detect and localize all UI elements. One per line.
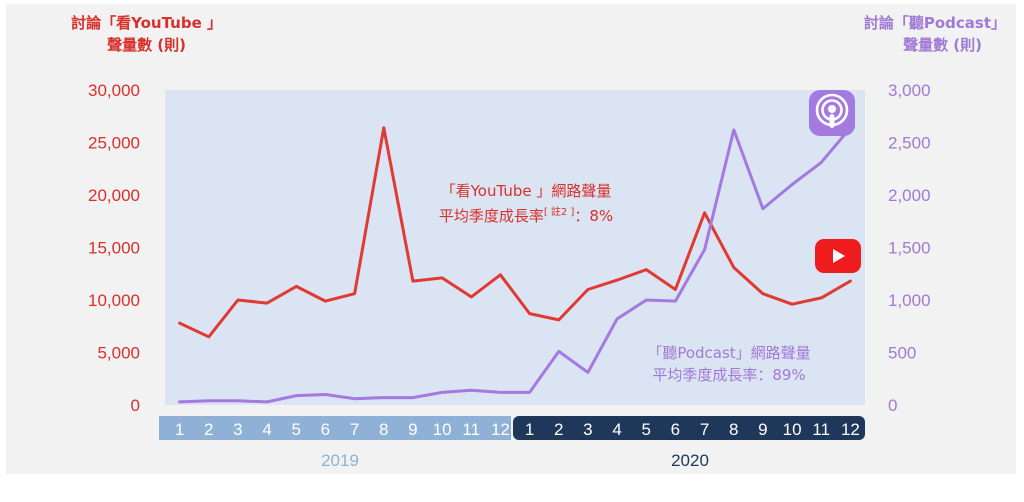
youtube-annotation-line2-wrap: 平均季度成長率[ 註2 ]：8% bbox=[406, 202, 646, 227]
left-axis-tick-label: 15,000 bbox=[88, 239, 140, 258]
year-band-2019 bbox=[159, 416, 511, 440]
x-axis-tick-label: 9 bbox=[758, 420, 767, 439]
podcast-annotation-line1: 「聽Podcast」網路聲量 bbox=[647, 344, 811, 362]
right-axis-tick-label: 2,000 bbox=[888, 186, 931, 205]
youtube-growth-annotation: 「看YouTube 」網路聲量 平均季度成長率[ 註2 ]：8% bbox=[406, 180, 646, 227]
left-axis-tick-label: 10,000 bbox=[88, 291, 140, 310]
youtube-annotation-line2: 平均季度成長率 bbox=[438, 207, 544, 225]
x-axis-tick-label: 3 bbox=[233, 420, 242, 439]
x-axis-tick-label: 3 bbox=[583, 420, 592, 439]
x-axis-tick-label: 11 bbox=[462, 420, 480, 439]
x-axis-tick-label: 1 bbox=[175, 420, 184, 439]
year-label-2019: 2019 bbox=[321, 451, 359, 470]
x-axis-tick-label: 7 bbox=[700, 420, 709, 439]
x-axis-tick-label: 8 bbox=[379, 420, 388, 439]
podcast-growth-annotation: 「聽Podcast」網路聲量 平均季度成長率：89% bbox=[614, 342, 844, 386]
year-band-2020 bbox=[513, 416, 865, 440]
plot-area bbox=[165, 90, 865, 405]
left-axis-title: 討論「看YouTube 」 聲量數 (則) bbox=[12, 12, 222, 56]
right-axis-tick-label: 2,500 bbox=[888, 134, 931, 153]
x-axis-tick-label: 10 bbox=[783, 420, 802, 439]
left-axis-tick-label: 20,000 bbox=[88, 186, 140, 205]
right-axis-tick-label: 1,000 bbox=[888, 291, 931, 310]
left-axis-title-line1: 討論「看YouTube 」 bbox=[71, 14, 222, 32]
right-axis-tick-label: 0 bbox=[888, 396, 897, 415]
x-axis-tick-label: 10 bbox=[433, 420, 452, 439]
x-axis-tick-label: 4 bbox=[262, 420, 271, 439]
podcast-icon bbox=[809, 90, 855, 136]
left-axis-tick-label: 0 bbox=[131, 396, 140, 415]
right-axis-title-line2: 聲量數 (則) bbox=[903, 36, 982, 54]
youtube-annotation-rate: ：8% bbox=[574, 207, 614, 225]
left-axis-tick-label: 30,000 bbox=[88, 81, 140, 100]
x-axis-tick-label: 4 bbox=[612, 420, 621, 439]
podcast-series-line bbox=[178, 126, 852, 404]
left-axis-tick-label: 5,000 bbox=[97, 344, 140, 363]
right-axis-tick-label: 1,500 bbox=[888, 239, 931, 258]
right-axis-tick-label: 500 bbox=[888, 344, 916, 363]
youtube-annotation-note-ref: [ 註2 ] bbox=[543, 207, 575, 218]
x-axis-tick-label: 12 bbox=[491, 420, 510, 439]
right-axis-tick-label: 3,000 bbox=[888, 81, 931, 100]
x-axis-tick-label: 9 bbox=[408, 420, 417, 439]
right-axis-title-line1: 討論「聽Podcast」 bbox=[863, 14, 1006, 32]
x-axis-tick-label: 2 bbox=[554, 420, 563, 439]
youtube-series-line bbox=[178, 126, 852, 339]
year-label-2020: 2020 bbox=[671, 451, 709, 470]
left-axis-tick-label: 25,000 bbox=[88, 134, 140, 153]
x-axis-tick-label: 5 bbox=[642, 420, 651, 439]
podcast-annotation-line2: 平均季度成長率：89% bbox=[652, 366, 806, 384]
youtube-annotation-line1: 「看YouTube 」網路聲量 bbox=[440, 182, 612, 200]
x-axis-tick-label: 7 bbox=[350, 420, 359, 439]
x-axis-tick-label: 1 bbox=[525, 420, 534, 439]
left-axis-title-line2: 聲量數 (則) bbox=[107, 36, 186, 54]
right-axis-title: 討論「聽Podcast」 聲量數 (則) bbox=[776, 12, 1006, 56]
x-axis-tick-label: 5 bbox=[292, 420, 301, 439]
x-axis-tick-label: 6 bbox=[321, 420, 330, 439]
x-axis-tick-label: 6 bbox=[671, 420, 680, 439]
youtube-play-icon bbox=[815, 239, 861, 273]
x-axis-tick-label: 8 bbox=[729, 420, 738, 439]
x-axis-tick-label: 2 bbox=[204, 420, 213, 439]
x-axis-tick-label: 11 bbox=[812, 420, 830, 439]
x-axis-tick-label: 12 bbox=[841, 420, 860, 439]
